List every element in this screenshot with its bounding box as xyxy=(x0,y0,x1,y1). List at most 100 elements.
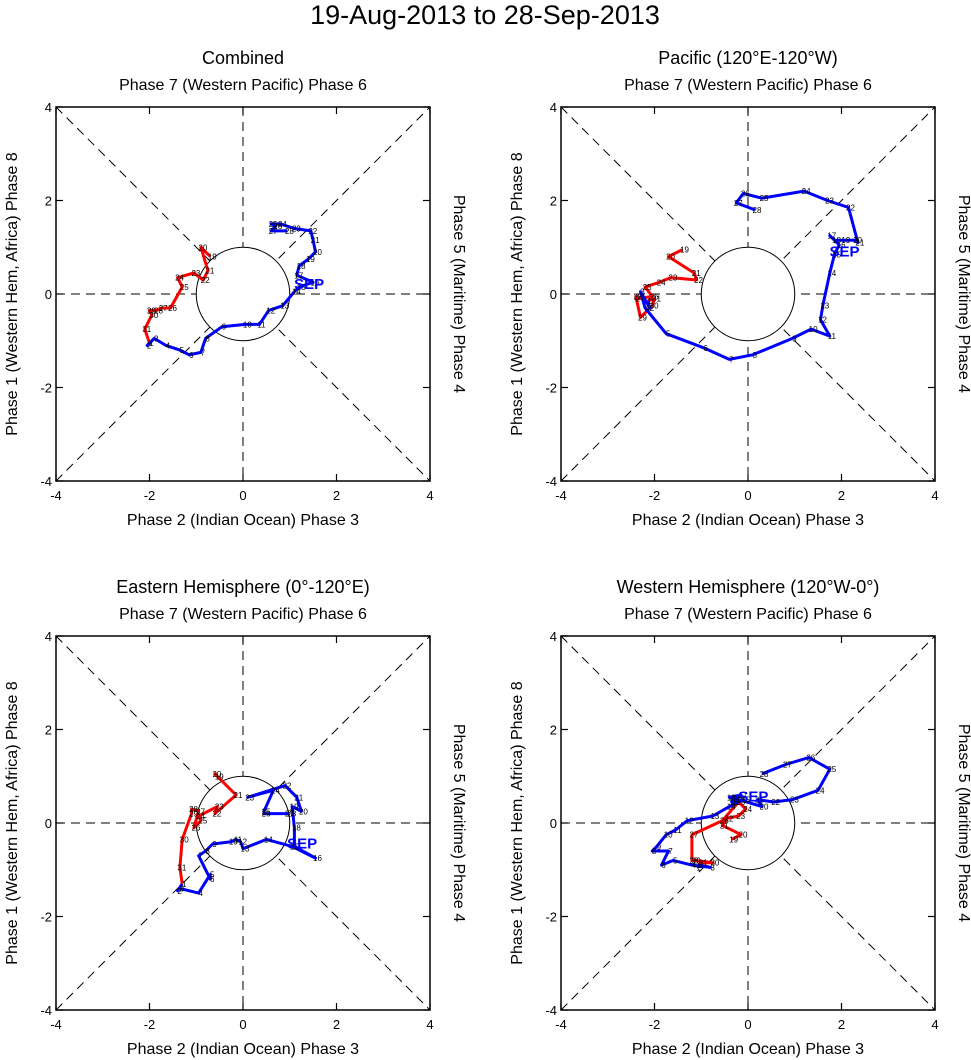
day-label: 22 xyxy=(771,798,780,807)
day-label: 23 xyxy=(790,796,799,805)
day-label: 27 xyxy=(159,304,168,313)
day-label: 17 xyxy=(827,232,836,241)
x-tick-label: 0 xyxy=(744,1017,751,1032)
day-label: 27 xyxy=(636,295,645,304)
day-label: 27 xyxy=(196,807,205,816)
day-label: 16 xyxy=(729,798,738,807)
diagonal-guide-line xyxy=(55,106,431,482)
day-label: 13 xyxy=(280,302,289,311)
y-tick-label: -2 xyxy=(40,910,52,925)
day-label: 19 xyxy=(306,255,315,264)
unit-amplitude-circle xyxy=(700,775,796,871)
day-label: 25 xyxy=(198,817,207,826)
x-tick-label: 2 xyxy=(838,488,845,503)
day-label: 26 xyxy=(262,810,271,819)
day-label: 15 xyxy=(297,283,306,292)
day-label: 9 xyxy=(212,840,217,849)
x-tick-label: 4 xyxy=(426,1017,433,1032)
day-label: 21 xyxy=(234,791,243,800)
day-label: 26 xyxy=(720,817,729,826)
day-label: 5 xyxy=(673,856,678,865)
day-label: 18 xyxy=(292,824,301,833)
day-label: 28 xyxy=(689,856,698,865)
top-phase-label: Phase 7 (Western Pacific) Phase 6 xyxy=(624,606,872,623)
y-tick-label: 4 xyxy=(45,629,52,644)
day-label: 26 xyxy=(650,292,659,301)
day-label: 5 xyxy=(666,330,671,339)
day-label: 26 xyxy=(191,824,200,833)
day-label: 8 xyxy=(205,847,210,856)
day-label: 7 xyxy=(729,355,734,364)
august-trajectory-line xyxy=(178,772,238,885)
day-label: 30 xyxy=(710,859,719,868)
top-phase-label: Phase 7 (Western Pacific) Phase 6 xyxy=(624,77,872,94)
day-label: 10 xyxy=(229,838,238,847)
day-label: 11 xyxy=(673,826,682,835)
y-tick-label: 0 xyxy=(550,287,557,302)
day-label: 26 xyxy=(806,754,815,763)
august-trajectory-line xyxy=(690,800,748,869)
day-label: 24 xyxy=(657,278,666,287)
day-label: 12 xyxy=(266,306,275,315)
day-label: 3 xyxy=(180,884,185,893)
day-label: 19 xyxy=(736,796,745,805)
day-label: 31 xyxy=(699,859,708,868)
x-tick-label: -2 xyxy=(144,1017,156,1032)
day-label: 20 xyxy=(299,807,308,816)
day-label: 12 xyxy=(818,316,827,325)
diagonal-guide-line xyxy=(560,106,936,482)
day-label: 22 xyxy=(283,782,292,791)
top-phase-label: Phase 7 (Western Pacific) Phase 6 xyxy=(119,606,367,623)
day-label: 27 xyxy=(783,761,792,770)
panel-title: Pacific (120°E-120°W) xyxy=(658,48,837,68)
day-label: 13 xyxy=(241,845,250,854)
day-label: 11 xyxy=(828,332,837,341)
day-label: 1 xyxy=(696,863,701,872)
day-label: 14 xyxy=(292,288,301,297)
day-label: 4 xyxy=(692,861,697,870)
day-label: 4 xyxy=(166,341,171,350)
day-label: 9 xyxy=(657,842,662,851)
x-tick-label: -4 xyxy=(50,488,62,503)
day-label: 28 xyxy=(753,206,762,215)
day-label: 24 xyxy=(271,786,280,795)
day-label: 31 xyxy=(177,863,186,872)
y-tick-label: -4 xyxy=(545,474,557,489)
day-label: 6 xyxy=(210,875,215,884)
day-label: 26 xyxy=(273,222,282,231)
right-phase-label: Phase 5 (Maritime) Phase 4 xyxy=(955,724,971,922)
day-label: 21 xyxy=(692,269,701,278)
diagonal-guide-line xyxy=(560,635,936,1011)
month-label-sep: SEP xyxy=(287,835,317,852)
day-label: 22 xyxy=(201,276,210,285)
day-label: 16 xyxy=(313,854,322,863)
month-label-sep: SEP xyxy=(294,276,324,293)
day-label: 22 xyxy=(694,276,703,285)
bottom-phase-label: Phase 2 (Indian Ocean) Phase 3 xyxy=(127,1041,359,1058)
day-label: 19 xyxy=(208,253,217,262)
day-label: 28 xyxy=(287,810,296,819)
august-trajectory-line xyxy=(143,245,212,344)
y-tick-label: 4 xyxy=(550,100,557,115)
day-label: 25 xyxy=(643,283,652,292)
day-label: 1 xyxy=(149,339,154,348)
day-label: 18 xyxy=(727,793,736,802)
day-label: 27 xyxy=(285,810,294,819)
day-label: 13 xyxy=(710,812,719,821)
day-label: 24 xyxy=(196,812,205,821)
phase-panel-1: Combined Phase 7 (Western Pacific) Phase … xyxy=(4,48,467,529)
day-label: 29 xyxy=(147,306,156,315)
day-label: 27 xyxy=(734,199,743,208)
x-tick-label: 0 xyxy=(239,488,246,503)
day-label: 13 xyxy=(820,302,829,311)
day-label: 16 xyxy=(311,278,320,287)
september-trajectory-line xyxy=(176,784,317,895)
x-tick-label: -2 xyxy=(144,488,156,503)
september-trajectory-line xyxy=(650,756,832,869)
day-label: 20 xyxy=(666,253,675,262)
day-label: 25 xyxy=(760,194,769,203)
x-tick-label: -4 xyxy=(555,488,567,503)
day-label: 21 xyxy=(855,239,864,248)
day-label: 14 xyxy=(827,269,836,278)
